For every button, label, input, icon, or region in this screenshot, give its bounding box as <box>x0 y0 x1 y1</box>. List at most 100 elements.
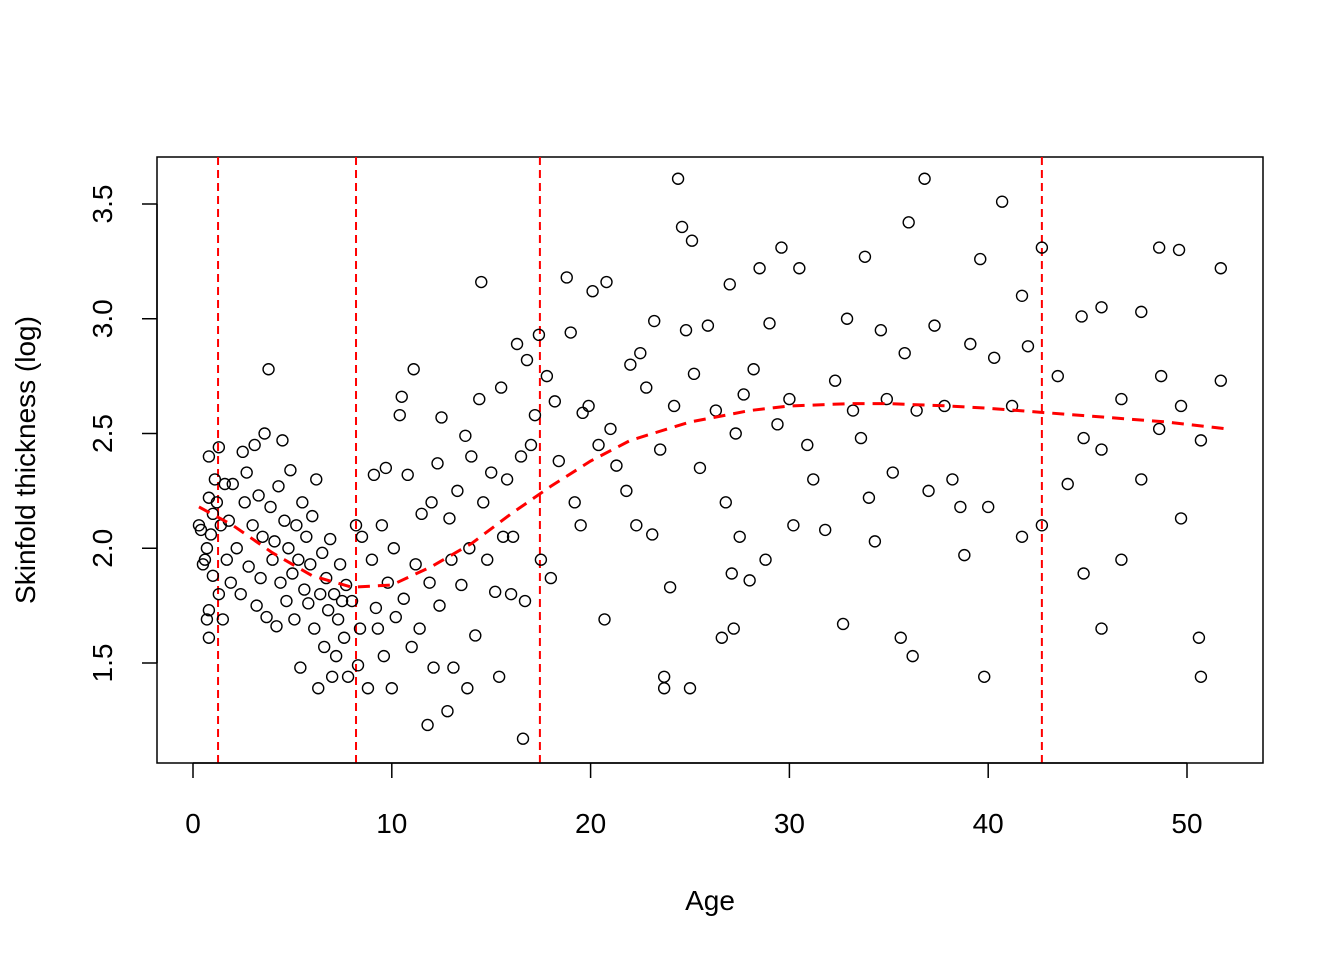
data-point <box>397 592 410 605</box>
data-point <box>488 585 502 599</box>
data-point <box>270 620 283 633</box>
data-point <box>1194 434 1208 447</box>
data-point <box>1075 310 1088 323</box>
data-point <box>995 195 1009 208</box>
data-point <box>361 682 375 695</box>
data-point <box>325 670 339 683</box>
data-point <box>475 275 488 289</box>
y-tick-label: 1.5 <box>87 644 118 683</box>
data-point <box>425 496 438 509</box>
data-point <box>451 484 464 498</box>
data-point <box>846 404 860 417</box>
data-point <box>441 704 454 718</box>
data-point <box>1061 477 1074 491</box>
x-tick-label: 40 <box>973 808 1004 839</box>
data-point <box>763 317 776 330</box>
data-point <box>492 670 506 683</box>
data-point <box>262 363 275 376</box>
data-point <box>964 337 977 351</box>
y-axis-title: Skinfold thickness (log) <box>10 316 41 604</box>
data-point <box>640 381 653 394</box>
data-point <box>828 374 842 387</box>
data-point <box>1154 369 1168 383</box>
data-point <box>280 594 293 608</box>
fit-curve <box>198 402 1227 589</box>
data-point <box>902 216 915 229</box>
data-point <box>477 496 490 509</box>
data-point <box>298 583 311 596</box>
data-point <box>598 613 611 626</box>
data-point <box>1095 301 1108 314</box>
data-point <box>367 468 381 482</box>
data-point <box>218 477 232 491</box>
data-point <box>918 172 931 185</box>
data-point <box>620 484 633 498</box>
data-point <box>284 464 297 477</box>
data-point <box>198 553 212 566</box>
data-point <box>204 528 218 541</box>
data-point <box>630 519 643 532</box>
x-axis: 0 10 20 30 40 50 <box>185 762 1203 839</box>
data-point <box>922 484 935 498</box>
data-point <box>946 473 959 486</box>
data-point <box>663 581 677 594</box>
data-point <box>675 220 689 234</box>
data-point <box>1051 369 1064 383</box>
data-point <box>610 459 623 472</box>
data-point <box>747 363 760 376</box>
data-point <box>224 576 237 589</box>
data-point <box>423 576 436 589</box>
data-point <box>506 530 520 543</box>
data-point <box>310 473 323 486</box>
data-point <box>387 542 400 555</box>
data-point <box>600 275 613 289</box>
data-point <box>683 682 697 695</box>
data-point <box>200 613 214 626</box>
data-point <box>294 661 307 674</box>
data-point <box>345 594 359 608</box>
data-points <box>192 172 1227 745</box>
data-point <box>254 571 267 585</box>
data-point <box>544 571 558 585</box>
data-point <box>349 519 363 532</box>
data-point <box>958 548 971 562</box>
data-point <box>206 569 220 582</box>
data-point <box>910 404 923 417</box>
data-point <box>733 530 746 543</box>
data-point <box>278 514 291 527</box>
data-point <box>737 388 750 401</box>
data-point <box>282 542 295 555</box>
data-point <box>793 262 806 275</box>
y-tick-label: 3.5 <box>87 185 118 224</box>
data-point <box>548 395 562 408</box>
data-point <box>427 661 440 674</box>
data-point <box>552 454 565 468</box>
data-point <box>236 445 249 459</box>
data-point <box>1015 530 1029 543</box>
data-point <box>534 553 548 566</box>
data-point <box>447 661 460 674</box>
data-point <box>443 512 456 525</box>
data-point <box>341 670 355 683</box>
data-point <box>200 542 214 555</box>
data-point <box>220 553 233 566</box>
data-point <box>743 574 756 587</box>
data-point <box>379 461 393 475</box>
data-point <box>518 594 532 608</box>
data-point <box>260 610 273 624</box>
data-point <box>564 326 577 339</box>
data-point <box>290 519 303 532</box>
data-point <box>1194 670 1208 683</box>
data-point <box>312 682 325 695</box>
data-point <box>407 363 420 376</box>
data-point <box>582 399 595 413</box>
data-point <box>576 406 589 420</box>
x-tick-label: 50 <box>1171 808 1202 839</box>
data-point <box>296 496 309 509</box>
data-point <box>302 597 315 610</box>
data-point <box>485 466 498 479</box>
data-point <box>459 429 472 442</box>
y-axis: 1.5 2.0 2.5 3.0 3.5 <box>87 185 158 683</box>
data-point <box>405 640 418 654</box>
